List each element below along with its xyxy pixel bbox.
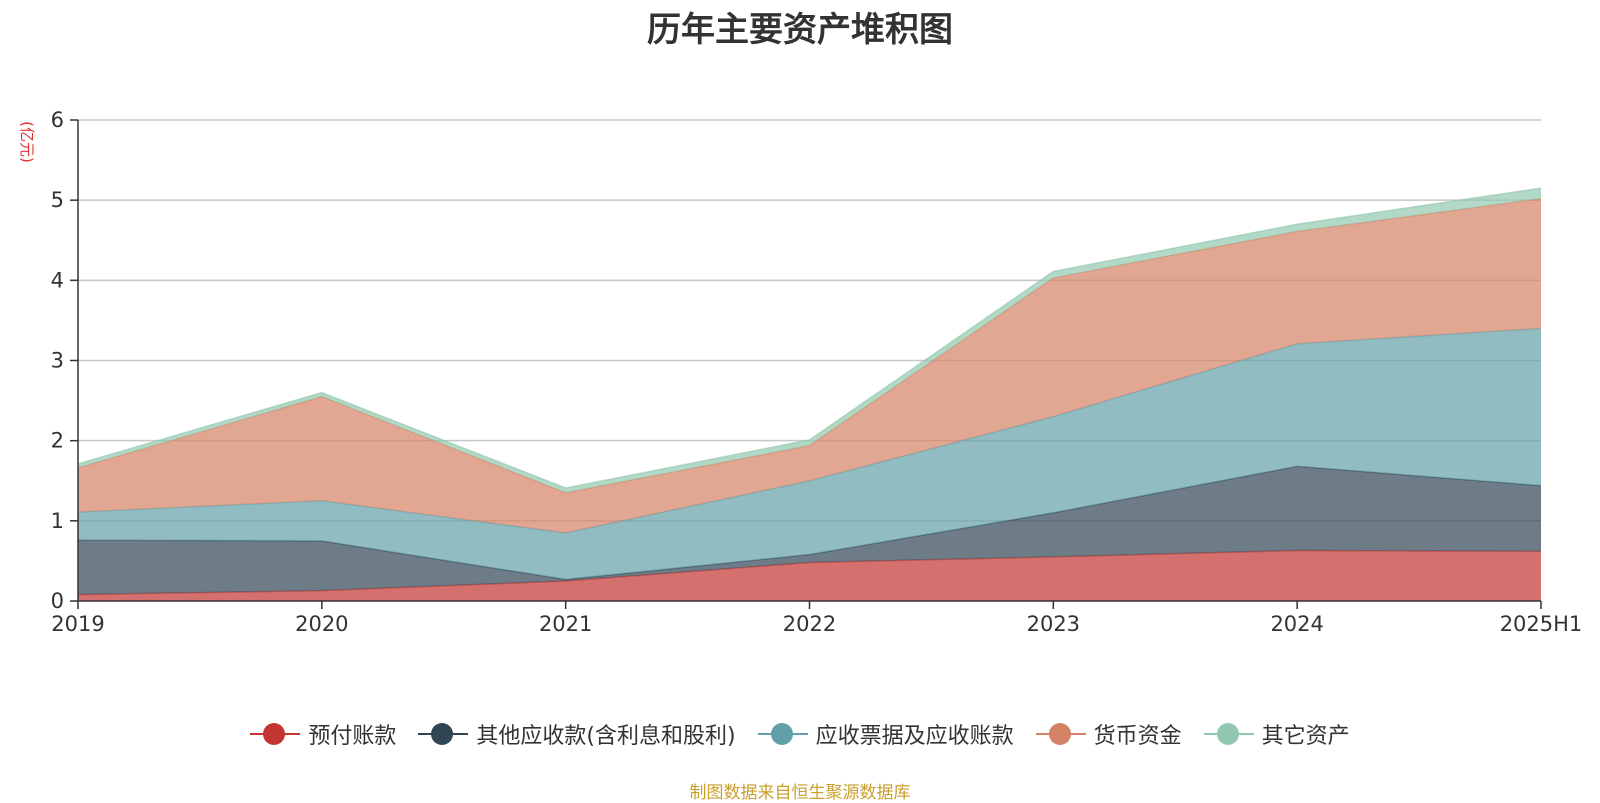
- legend-item-1[interactable]: 其他应收款(含利息和股利): [418, 718, 736, 750]
- y-tick-label: 5: [51, 188, 64, 212]
- x-tick-label: 2023: [1027, 612, 1080, 636]
- area-series-3[interactable]: [78, 198, 1541, 533]
- y-tick-label: 4: [51, 268, 64, 292]
- y-tick-label: 1: [51, 509, 64, 533]
- area-series-2[interactable]: [78, 328, 1541, 580]
- y-tick-label: 0: [51, 589, 64, 613]
- legend-label: 应收票据及应收账款: [815, 724, 1014, 749]
- legend-item-2[interactable]: 应收票据及应收账款: [757, 718, 1014, 750]
- x-tick-label: 2025H1: [1500, 612, 1583, 636]
- y-tick-label: 6: [51, 108, 64, 132]
- legend-swatch-icon: [250, 722, 301, 746]
- legend-label: 货币资金: [1093, 724, 1182, 749]
- legend-item-3[interactable]: 货币资金: [1035, 718, 1182, 750]
- legend-swatch-icon: [418, 722, 469, 746]
- y-tick-label: 3: [51, 349, 64, 373]
- legend-label: 其他应收款(含利息和股利): [476, 724, 736, 749]
- source-note: 制图数据来自恒生聚源数据库: [689, 783, 911, 803]
- y-axis-unit-label: (亿元): [18, 121, 36, 163]
- legend-label: 预付账款: [308, 724, 397, 749]
- legend-item-4[interactable]: 其它资产: [1203, 718, 1350, 750]
- area-series-4-edge: [77, 187, 1542, 489]
- x-tick-label: 2022: [783, 612, 836, 636]
- legend-item-0[interactable]: 预付账款: [250, 718, 396, 750]
- chart-title: 历年主要资产堆积图: [647, 10, 953, 50]
- x-tick-label: 2020: [295, 612, 348, 636]
- x-tick-label: 2019: [51, 612, 104, 636]
- area-series-layer: [77, 187, 1542, 602]
- area-series-1[interactable]: [78, 466, 1541, 595]
- area-series-0[interactable]: [78, 550, 1541, 602]
- legend-swatch-icon: [1203, 722, 1254, 746]
- x-tick-label: 2024: [1270, 612, 1323, 636]
- legend: 预付账款 其他应收款(含利息和股利) 应收票据及应收账款 货币资金 其它资产: [0, 718, 1600, 750]
- x-tick-label: 2021: [539, 612, 592, 636]
- tick-labels: 0 1 2 3 4 5 6 2019 2020 2021 2022 2023 2024 2025H1: [51, 108, 1583, 636]
- axes: [70, 119, 1542, 609]
- y-tick-label: 2: [51, 429, 64, 453]
- legend-swatch-icon: [757, 722, 808, 746]
- legend-label: 其它资产: [1261, 724, 1350, 749]
- legend-swatch-icon: [1035, 722, 1086, 746]
